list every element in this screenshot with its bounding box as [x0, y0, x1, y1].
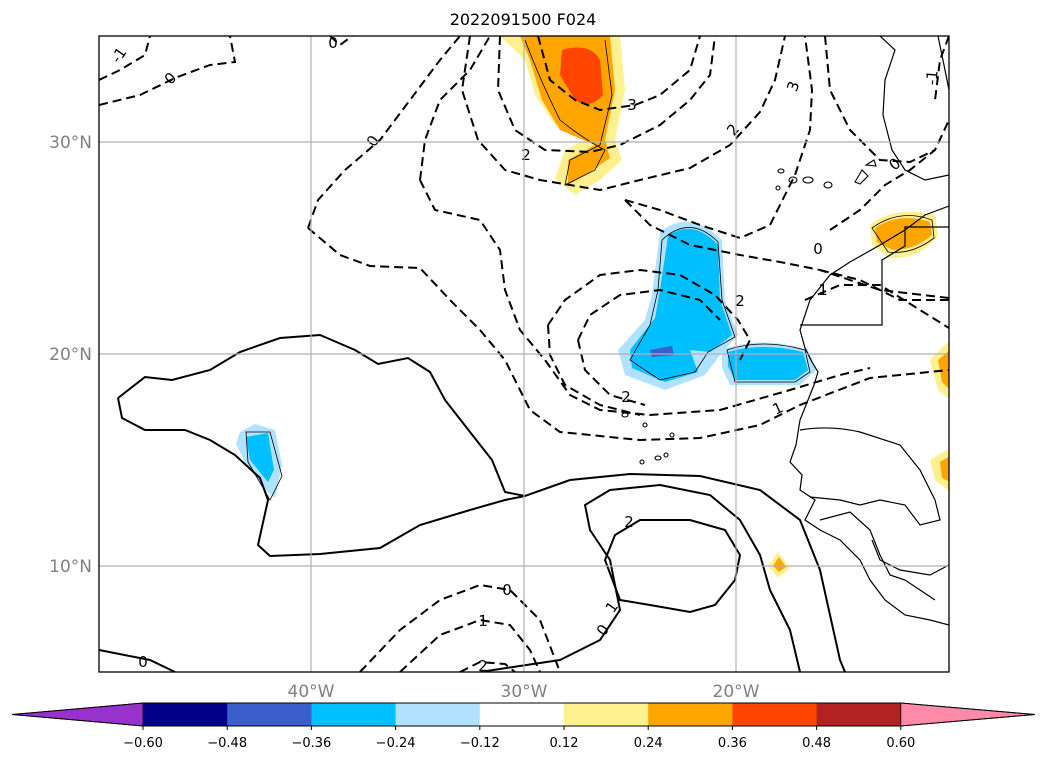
- colorbar-tick-label: −0.60: [123, 736, 163, 751]
- positive-anomaly-north: [500, 36, 625, 195]
- negative-anomaly-west: [236, 424, 282, 498]
- colorbar: −0.60 −0.48 −0.36 −0.24 −0.12 0.12 0.24 0.36 0.4…: [11, 702, 1036, 751]
- colorbar-tick-label: −0.48: [207, 736, 247, 751]
- contour-label: 1: [478, 612, 488, 630]
- map-frame: [98, 35, 950, 673]
- colorbar-extend-low: [11, 702, 144, 727]
- dashed-contours: [99, 36, 949, 672]
- coastline: [789, 36, 949, 626]
- solid-contours: [99, 333, 846, 672]
- lon-label-40w: 40°W: [288, 682, 335, 702]
- colorbar-extend-high: [900, 702, 1036, 727]
- colorbar-tick-label: −0.12: [460, 736, 500, 751]
- colorbar-tick-label: −0.36: [291, 736, 331, 751]
- colorbar-tick-label: 0.24: [634, 736, 663, 751]
- lon-label-20w: 20°W: [713, 682, 760, 702]
- colorbar-segment: [311, 703, 397, 726]
- contour-label: 0: [328, 34, 338, 52]
- contour-label: 0: [502, 581, 512, 599]
- colorbar-tick-label: 0.36: [718, 736, 747, 751]
- contour-label: 3: [627, 96, 637, 114]
- contour-label: 2: [621, 388, 631, 406]
- contour-label: 0: [138, 653, 148, 671]
- colorbar-segment: [227, 703, 312, 726]
- lon-label-30w: 30°W: [501, 682, 548, 702]
- colorbar-segment: [816, 703, 902, 726]
- contour-label: 2: [624, 513, 634, 531]
- shading-outlines: [245, 39, 935, 501]
- colorbar-tick-label: 0.48: [802, 736, 831, 751]
- colorbar-segment: [564, 703, 649, 726]
- colorbar-segment: [732, 703, 818, 726]
- lat-label-10n: 10°N: [49, 557, 92, 577]
- colorbar-segment: [648, 703, 733, 726]
- negative-anomaly-center: [618, 221, 816, 390]
- colorbar-segment: [395, 703, 481, 726]
- islands: [621, 159, 877, 465]
- contour-label: 2: [478, 657, 488, 675]
- map-title: 2022091500 F024: [450, 10, 597, 29]
- contour-label: 1: [818, 281, 828, 299]
- colorbar-tick-label: −0.24: [376, 736, 416, 751]
- gridlines: [99, 36, 949, 672]
- colorbar-tick-label: 0.12: [550, 736, 579, 751]
- contour-label: 2: [735, 292, 745, 310]
- colorbar-segment: [479, 703, 565, 726]
- contour-label: 0: [813, 240, 823, 258]
- lat-label-30n: 30°N: [49, 133, 92, 153]
- lat-label-20n: 20°N: [49, 345, 92, 365]
- map-area: -1 0 0 0 2 3 2 -1 0 0 1 2 2 1 2 1 0 0 1 …: [99, 34, 949, 675]
- colorbar-segment: [143, 703, 228, 726]
- contour-label: 2: [521, 146, 531, 164]
- contour-label: -1: [922, 69, 941, 85]
- colorbar-tick-label: 0.60: [886, 736, 915, 751]
